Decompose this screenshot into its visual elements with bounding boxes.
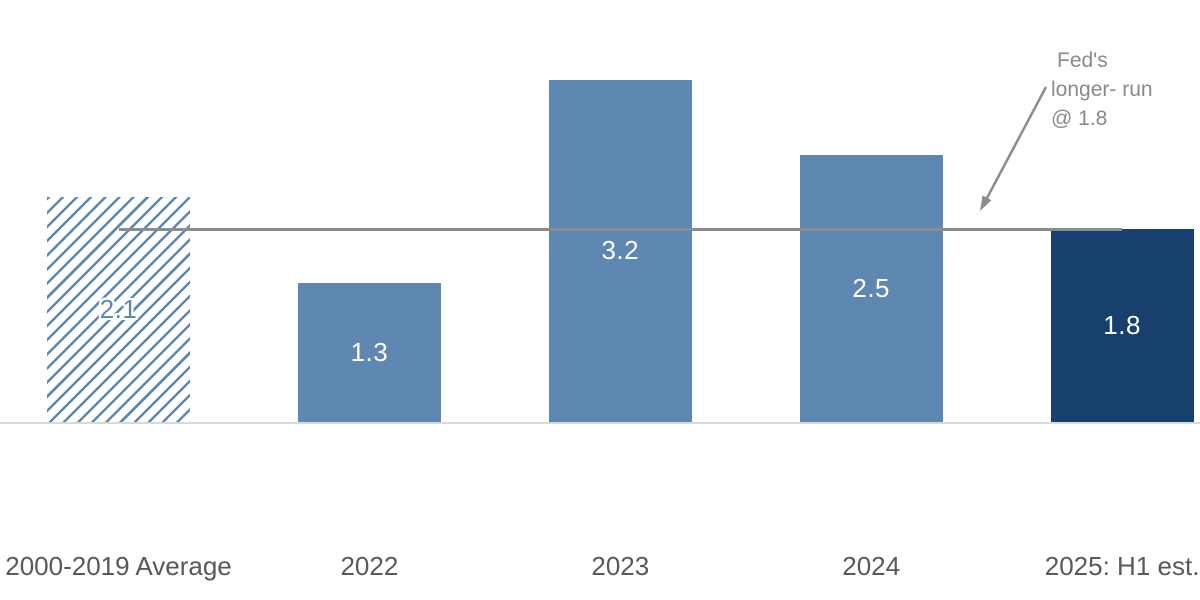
- annotation-line: longer- run: [1051, 78, 1153, 101]
- fed-longer-run-reference-line: [118, 227, 1123, 231]
- bar-2024: 2.5: [799, 154, 943, 422]
- x-axis-line: [0, 422, 1200, 424]
- bar-2022: 1.3: [297, 282, 441, 422]
- annotation-line: @ 1.8: [1051, 107, 1108, 130]
- bar-2025-h1-est: 1.8: [1050, 229, 1194, 422]
- category-label-2025-h1-est: 2025: H1 est.: [1044, 551, 1200, 581]
- fed-longer-run-annotation: Fed's longer- run @ 1.8: [1051, 46, 1200, 133]
- bar-value-label: 2.5: [852, 272, 891, 303]
- category-label-2024: 2024: [842, 551, 901, 581]
- bar-2023: 3.2: [548, 79, 692, 422]
- bar-value-label: 2.1: [99, 294, 138, 325]
- bar-value-label: 1.3: [350, 336, 389, 367]
- bar-value-label: 3.2: [601, 235, 640, 266]
- annotation-line: Fed's: [1057, 49, 1108, 72]
- category-label-2000-2019-average: 2000-2019 Average: [5, 551, 232, 581]
- category-label-2022: 2022: [340, 551, 399, 581]
- bar-2000-2019-average: 2.1: [47, 197, 190, 422]
- bar-value-label: 1.8: [1103, 310, 1141, 341]
- category-label-2023: 2023: [591, 551, 650, 581]
